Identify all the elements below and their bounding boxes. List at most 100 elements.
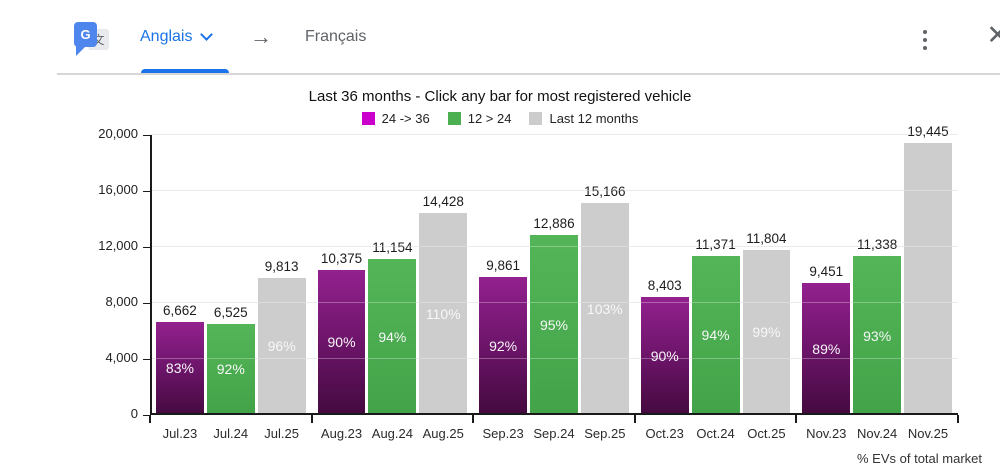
bar-value-label: 15,166 [584, 183, 626, 199]
y-axis-tick [143, 358, 150, 360]
bar-percent-label: 92% [489, 337, 518, 354]
bar-value-label: 9,451 [809, 263, 844, 279]
legend-item-2: Last 12 months [529, 111, 638, 126]
plot-area: 83% 6,662 Jul.23 92% 6,525 Jul.24 96% 9,813 Jul.… [98, 124, 959, 441]
legend-swatch [361, 111, 375, 125]
bar-value-label: 11,804 [746, 230, 787, 246]
y-axis-tick [143, 302, 150, 304]
bar-percent-label: 93% [863, 327, 892, 344]
source-language-label: Anglais [140, 28, 193, 45]
bar-Nov.23[interactable]: 89% [802, 282, 851, 415]
bar-Aug.24[interactable]: 94% [368, 258, 417, 415]
bar-Sep.23[interactable]: 92% [479, 276, 528, 415]
bar-Jul.24[interactable]: 92% [206, 323, 255, 415]
y-axis-label: 4,000 [105, 350, 138, 365]
x-axis-category-label: Jul.24 [213, 426, 249, 441]
bar-group: 92% 9,861 Sep.23 95% 12,886 Sep.24 103% 15,166 S… [473, 135, 635, 441]
bar-column: 90% 10,375 Aug.23 [317, 135, 366, 441]
bar-percent-label: 89% [812, 340, 841, 357]
y-axis-tick [143, 134, 150, 136]
bar-column: 93% 11,338 Nov.24 [853, 135, 902, 441]
bar-value-label: 6,525 [213, 304, 248, 320]
bar-percent-label: 83% [165, 360, 194, 377]
legend-item-1: 12 > 24 [447, 111, 511, 126]
close-icon[interactable]: ✕ [986, 20, 1000, 50]
y-axis-label: 0 [130, 406, 138, 421]
bar-percent-label: 103% [586, 300, 623, 317]
bar-percent-label: 94% [701, 327, 730, 344]
bar-Aug.23[interactable]: 90% [317, 269, 366, 415]
bar-chart: Last 36 months - Click any bar for most … [0, 88, 1000, 441]
divider [57, 73, 1000, 75]
legend-label: 24 -> 36 [381, 110, 430, 126]
bar-Oct.24[interactable]: 94% [691, 255, 740, 415]
bar-column: 89% 9,451 Nov.23 [802, 135, 851, 441]
bar-Jul.23[interactable]: 83% [156, 321, 204, 415]
bar-Oct.25[interactable]: 99% [742, 249, 791, 415]
bar-column: 19,445 Nov.25 [904, 124, 952, 441]
bar-value-label: 11,154 [372, 239, 413, 255]
x-axis-category-label: Aug.24 [371, 426, 413, 441]
y-axis-tick [143, 190, 150, 192]
bar-Jul.25[interactable]: 96% [257, 277, 306, 415]
bar-column: 92% 9,861 Sep.23 [479, 135, 528, 441]
x-axis-tick [795, 415, 798, 423]
bar-column: 103% 15,166 Sep.25 [580, 135, 629, 441]
bar-Nov.24[interactable]: 93% [853, 256, 902, 415]
bar-column: 94% 11,154 Aug.24 [368, 135, 417, 441]
bar-percent-label: 96% [267, 338, 296, 355]
gridline [150, 134, 958, 135]
bar-value-label: 6,662 [163, 302, 197, 318]
bar-Nov.25[interactable] [904, 142, 952, 415]
translate-g-icon: G [74, 22, 97, 56]
bar-value-label: 9,861 [486, 257, 521, 273]
y-axis-label: 20,000 [98, 126, 138, 141]
bars-container: 83% 6,662 Jul.23 92% 6,525 Jul.24 96% 9,813 Jul.… [150, 124, 958, 441]
bar-column: 83% 6,662 Jul.23 [156, 135, 204, 441]
legend-swatch [447, 111, 461, 125]
bar-percent-label: 95% [539, 316, 568, 333]
y-axis-label: 8,000 [105, 294, 138, 309]
bar-column: 95% 12,886 Sep.24 [530, 135, 578, 441]
y-axis-tick [143, 246, 150, 248]
bar-column: 96% 9,813 Jul.25 [257, 135, 306, 441]
x-axis-category-label: Jul.23 [162, 426, 198, 441]
chart-title: Last 36 months - Click any bar for most … [308, 88, 692, 105]
x-axis-tick [633, 415, 636, 423]
legend-label: Last 12 months [549, 110, 639, 126]
translate-bar: 文 G Anglais → Français ✕ [0, 0, 1000, 75]
bar-column: 92% 6,525 Jul.24 [206, 135, 255, 441]
bar-value-label: 11,338 [857, 237, 898, 253]
more-options-button[interactable] [916, 26, 934, 54]
bar-percent-label: 92% [216, 361, 245, 378]
bar-value-label: 9,813 [264, 258, 299, 274]
active-tab-indicator [141, 69, 229, 75]
x-axis-line [150, 413, 958, 415]
bar-group: 83% 6,662 Jul.23 92% 6,525 Jul.24 96% 9,813 Jul.… [150, 135, 312, 441]
bar-value-label: 11,371 [695, 236, 736, 252]
bar-Oct.23[interactable]: 90% [640, 297, 689, 415]
bar-Sep.25[interactable]: 103% [580, 202, 629, 415]
x-axis-category-label: Aug.25 [422, 426, 464, 441]
bar-group: 89% 9,451 Nov.23 93% 11,338 Nov.24 19,445 Nov.2… [796, 124, 958, 441]
bar-column: 90% 8,403 Oct.23 [640, 135, 689, 441]
source-language-dropdown[interactable]: Anglais [140, 28, 214, 46]
bar-value-label: 14,428 [422, 194, 464, 210]
clipped-footnote: % EVs of total market [857, 451, 982, 466]
target-language-label[interactable]: Français [305, 28, 367, 45]
bar-Aug.25[interactable]: 110% [419, 213, 468, 415]
bar-Sep.24[interactable]: 95% [530, 234, 578, 415]
x-axis-category-label: Oct.24 [696, 426, 735, 441]
bar-column: 94% 11,371 Oct.24 [691, 135, 740, 441]
bar-value-label: 12,886 [533, 215, 575, 231]
bar-group: 90% 10,375 Aug.23 94% 11,154 Aug.24 110% 14,428… [312, 135, 474, 441]
x-axis-category-label: Nov.24 [857, 426, 898, 441]
bar-column: 110% 14,428 Aug.25 [419, 135, 468, 441]
x-axis-category-label: Nov.23 [806, 426, 847, 441]
x-axis-category-label: Sep.25 [584, 426, 626, 441]
x-axis-category-label: Sep.23 [482, 426, 524, 441]
bar-percent-label: 94% [378, 328, 407, 345]
google-translate-icon: 文 G [74, 22, 110, 56]
bar-percent-label: 110% [425, 306, 461, 322]
bar-group: 90% 8,403 Oct.23 94% 11,371 Oct.24 99% 11,804 Oc… [635, 135, 797, 441]
